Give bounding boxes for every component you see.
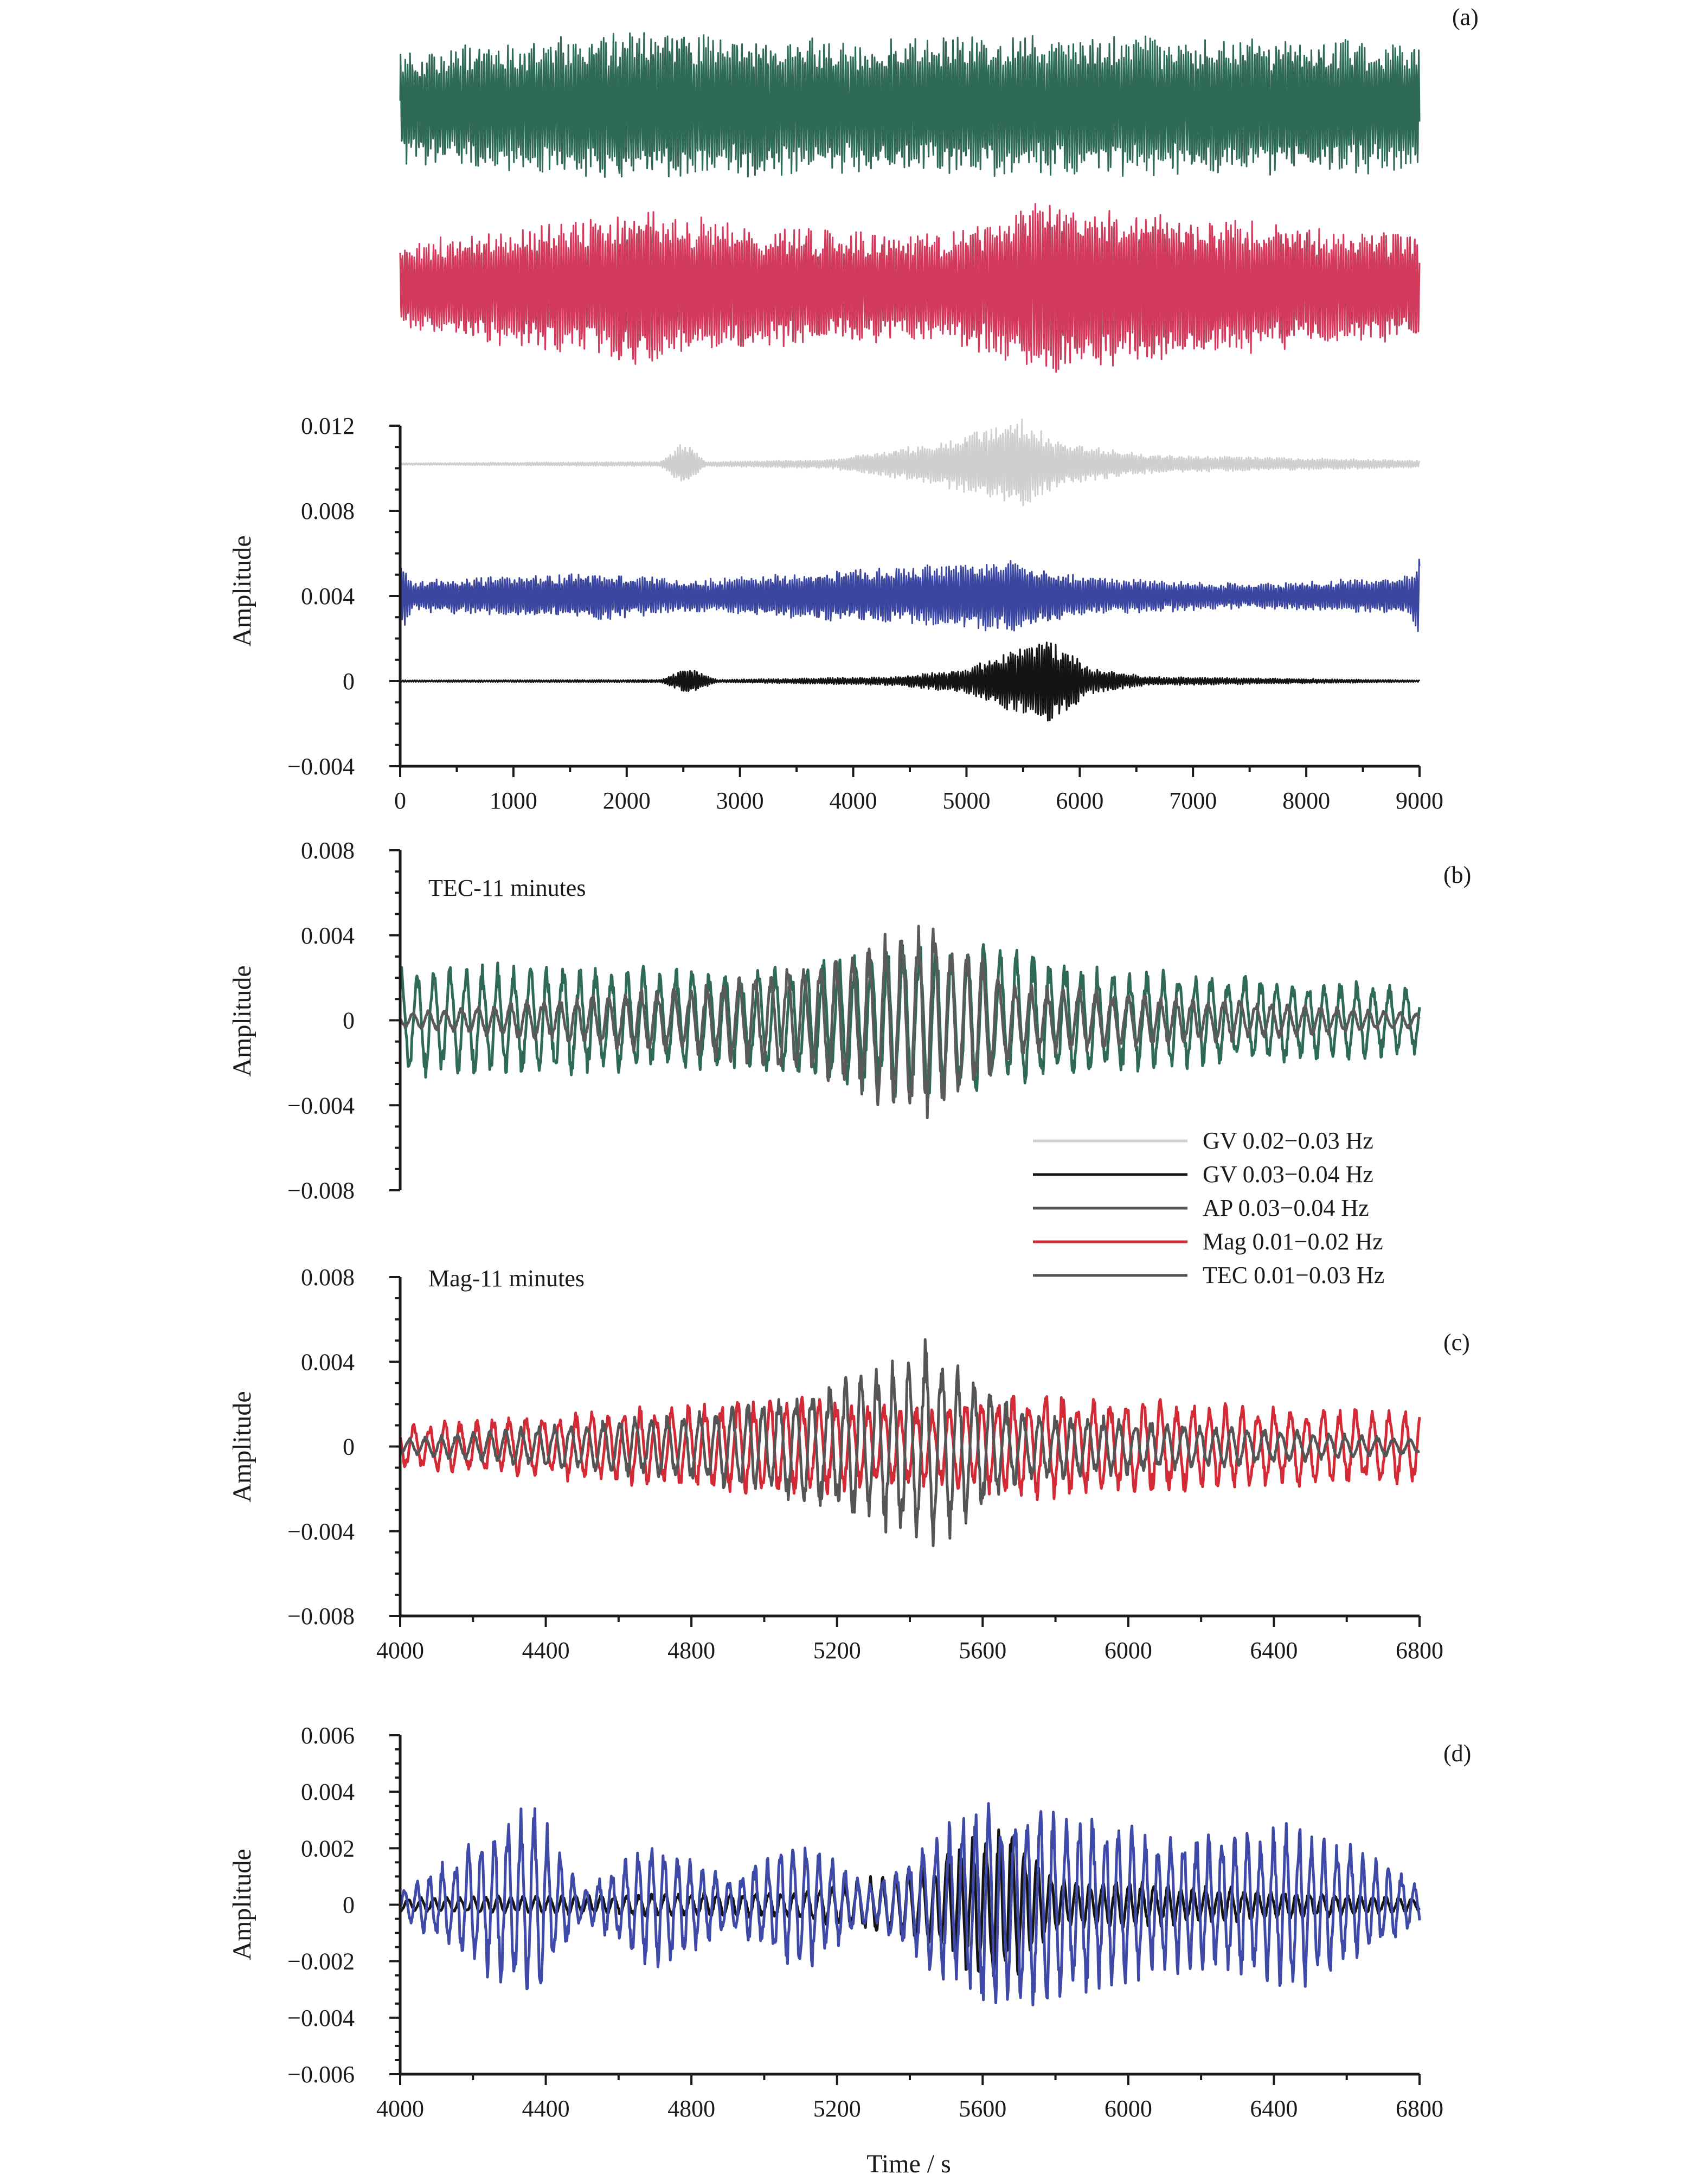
x-tick-label: 5200 (813, 2095, 861, 2122)
x-tick-label: 4400 (522, 2095, 570, 2122)
x-tick-label: 2000 (603, 787, 651, 814)
y-tick-label: 0.004 (301, 1779, 355, 1805)
x-tick-label: 4000 (830, 787, 877, 814)
x-tick-label: 6000 (1105, 1637, 1152, 1664)
y-tick-label: 0.002 (301, 1835, 355, 1862)
x-tick-label: 6800 (1396, 2095, 1443, 2122)
panel-b-axes: 0.008 0.004 0 −0.004 −0.008 (287, 837, 402, 1204)
x-tick-label: 8000 (1282, 787, 1330, 814)
panel-c-traces (399, 1338, 1421, 1548)
y-tick-label: 0.012 (301, 413, 355, 439)
legend: GV 0.02−0.03 Hz GV 0.03−0.04 Hz AP 0.03−0.… (1033, 1127, 1384, 1288)
y-tick-label: 0.004 (301, 1349, 355, 1375)
series-line-gv1 (400, 418, 1421, 506)
series-line-ap (399, 1802, 1421, 2006)
y-tick-label: −0.006 (287, 2061, 355, 2088)
x-tick-label: 4400 (522, 1637, 570, 1664)
x-tick-label: 4800 (667, 2095, 715, 2122)
panel-c-label: (c) (1443, 1329, 1470, 1356)
series-line-tec (399, 32, 1421, 178)
panel-c: (c) Mag-11 minutes 4000 4400 4800 5200 5600 6… (228, 1264, 1470, 1664)
y-tick-label: 0 (343, 1434, 355, 1460)
y-tick-label: −0.008 (287, 1177, 355, 1204)
y-tick-label: −0.004 (287, 2005, 355, 2031)
x-tick-label: 5600 (959, 2095, 1006, 2122)
y-tick-label: 0 (343, 1892, 355, 1919)
y-tick-label: −0.004 (287, 753, 355, 780)
y-tick-label: 0 (343, 668, 355, 695)
panel-c-axes: 4000 4400 4800 5200 5600 6000 6400 6800 0.008 0.0… (287, 1264, 1443, 1664)
y-tick-label: −0.008 (287, 1603, 355, 1630)
x-tick-label: 5000 (942, 787, 990, 814)
panel-c-ylabel: Amplitude (228, 1391, 256, 1502)
panel-d-traces (399, 1802, 1421, 2006)
y-tick-label: 0.008 (301, 498, 355, 524)
y-tick-label: 0.004 (301, 922, 355, 949)
panel-d-xlabel: Time / s (866, 2150, 951, 2178)
x-tick-label: 5200 (813, 1637, 861, 1664)
y-tick-label: 0.008 (301, 837, 355, 864)
y-tick-label: −0.004 (287, 1518, 355, 1545)
panel-a-label: (a) (1452, 4, 1479, 30)
panel-c-annotation: Mag-11 minutes (428, 1265, 585, 1292)
y-tick-label: 0 (343, 1008, 355, 1034)
legend-label: TEC 0.01−0.03 Hz (1203, 1262, 1384, 1288)
x-tick-label: 6400 (1250, 1637, 1298, 1664)
legend-label: GV 0.03−0.04 Hz (1203, 1161, 1373, 1188)
panel-a: (a) 0 1000 2000 3000 4000 5000 6000 7000 8000 900… (228, 4, 1479, 814)
panel-a-ylabel: Amplitude (228, 535, 256, 646)
x-tick-label: 6400 (1250, 2095, 1298, 2122)
y-tick-label: −0.004 (287, 1092, 355, 1119)
panel-b-annotation: TEC-11 minutes (428, 875, 586, 901)
x-tick-label: 1000 (490, 787, 537, 814)
x-tick-label: 4000 (376, 2095, 424, 2122)
y-tick-label: 0.004 (301, 583, 355, 610)
legend-label: GV 0.02−0.03 Hz (1203, 1127, 1373, 1154)
legend-label: Mag 0.01−0.02 Hz (1203, 1228, 1383, 1255)
series-line-tec (399, 1338, 1421, 1548)
x-tick-label: 4800 (667, 1637, 715, 1664)
panel-a-axes: 0 1000 2000 3000 4000 5000 6000 7000 8000 9000 0.0… (287, 413, 1443, 814)
y-tick-label: 0.006 (301, 1722, 355, 1749)
panel-d: (d) 4000 4400 4800 5200 5600 6000 6400 6800 0.00… (228, 1722, 1471, 2178)
series-line-mag_shifted (399, 1395, 1421, 1502)
x-tick-label: 0 (394, 787, 406, 814)
panel-b-traces (399, 925, 1421, 1120)
x-tick-label: 3000 (716, 787, 764, 814)
series-line-ap (399, 559, 1421, 632)
x-tick-label: 9000 (1396, 787, 1443, 814)
panel-b-ylabel: Amplitude (228, 965, 256, 1076)
series-line-gv2 (400, 642, 1421, 722)
panel-b-label: (b) (1443, 862, 1471, 888)
x-tick-label: 6000 (1105, 2095, 1152, 2122)
y-tick-label: −0.002 (287, 1948, 355, 1975)
panel-d-ylabel: Amplitude (228, 1849, 256, 1960)
x-tick-label: 5600 (959, 1637, 1006, 1664)
y-tick-label: 0.008 (301, 1264, 355, 1291)
x-tick-label: 6000 (1056, 787, 1103, 814)
series-line-mag (399, 203, 1421, 373)
panel-b: (b) TEC-11 minutes 0.008 0.004 0 −0.004 −0.0… (228, 837, 1471, 1204)
x-tick-label: 7000 (1169, 787, 1217, 814)
legend-label: AP 0.03−0.04 Hz (1203, 1195, 1369, 1221)
panel-d-axes: 4000 4400 4800 5200 5600 6000 6400 6800 0.006 0.0… (287, 1722, 1443, 2122)
panel-d-label: (d) (1443, 1740, 1471, 1767)
x-tick-label: 6800 (1396, 1637, 1443, 1664)
panel-a-traces (399, 32, 1421, 722)
series-line-tec (399, 925, 1421, 1120)
x-tick-label: 4000 (376, 1637, 424, 1664)
